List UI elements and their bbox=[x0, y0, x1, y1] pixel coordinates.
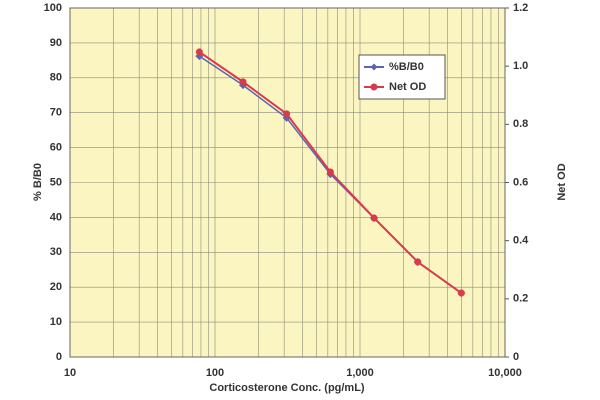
y2-tick-label: 1.0 bbox=[513, 60, 528, 72]
x-tick-label: 10 bbox=[64, 367, 76, 379]
y2-tick-label: 1.2 bbox=[513, 2, 528, 14]
x-tick-label: 10,000 bbox=[488, 367, 522, 379]
legend-marker bbox=[370, 83, 378, 91]
legend-label: %B/B0 bbox=[389, 61, 424, 73]
y-tick-label: 0 bbox=[56, 351, 62, 363]
y-tick-label: 30 bbox=[50, 246, 62, 258]
y-tick-label: 60 bbox=[50, 142, 62, 154]
y2-tick-label: 0.6 bbox=[513, 176, 528, 188]
point bbox=[195, 48, 203, 56]
point bbox=[326, 168, 334, 176]
point bbox=[239, 78, 247, 86]
y-tick-label: 80 bbox=[50, 72, 62, 84]
y2-tick-label: 0.2 bbox=[513, 293, 528, 305]
y-axis-label: % B/B0 bbox=[32, 163, 44, 201]
y-tick-label: 10 bbox=[50, 316, 62, 328]
plot-frame bbox=[69, 7, 506, 358]
y2-tick-label: 0 bbox=[513, 351, 519, 363]
y-tick-label: 100 bbox=[44, 2, 62, 14]
y-tick-label: 20 bbox=[50, 281, 62, 293]
y-tick-label: 40 bbox=[50, 211, 62, 223]
point bbox=[370, 214, 378, 222]
y-tick-label: 90 bbox=[50, 37, 62, 49]
point bbox=[457, 289, 465, 297]
y2-tick-label: 0.4 bbox=[513, 235, 529, 247]
x-tick-label: 100 bbox=[206, 367, 224, 379]
x-tick-label: 1,000 bbox=[346, 367, 374, 379]
legend-label: Net OD bbox=[389, 81, 426, 93]
legend: %B/B0 Net OD bbox=[358, 54, 446, 100]
x-axis-label: Corticosterone Conc. (pg/mL) bbox=[209, 382, 365, 394]
y-tick-label: 70 bbox=[50, 107, 62, 119]
legend-marker bbox=[370, 63, 378, 71]
y2-axis-label: Net OD bbox=[556, 163, 568, 200]
y2-tick-label: 0.8 bbox=[513, 118, 528, 130]
point bbox=[283, 110, 291, 118]
legend-box bbox=[358, 54, 446, 100]
y-tick-label: 50 bbox=[50, 176, 62, 188]
point bbox=[414, 258, 422, 266]
